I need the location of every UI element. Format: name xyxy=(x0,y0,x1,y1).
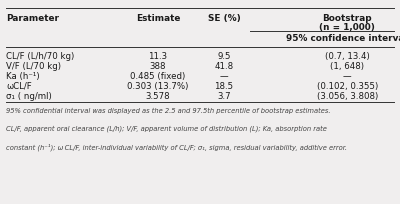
Text: CL/F (L/h/70 kg): CL/F (L/h/70 kg) xyxy=(6,52,74,61)
Text: (0.7, 13.4): (0.7, 13.4) xyxy=(325,52,370,61)
Text: V/F (L/70 kg): V/F (L/70 kg) xyxy=(6,62,61,71)
Text: (0.102, 0.355): (0.102, 0.355) xyxy=(316,82,378,91)
Text: Ka (h⁻¹): Ka (h⁻¹) xyxy=(6,72,40,81)
Text: 95% confidence interval: 95% confidence interval xyxy=(286,34,400,43)
Text: Bootstrap: Bootstrap xyxy=(322,14,372,23)
Text: 3.578: 3.578 xyxy=(146,92,170,101)
Text: 95% confidential interval was displayed as the 2.5 and 97.5th percentile of boot: 95% confidential interval was displayed … xyxy=(6,108,330,114)
Text: —: — xyxy=(220,72,228,81)
Text: Parameter: Parameter xyxy=(6,14,59,23)
Text: (1, 648): (1, 648) xyxy=(330,62,364,71)
Text: 3.7: 3.7 xyxy=(217,92,231,101)
Text: SE (%): SE (%) xyxy=(208,14,240,23)
Text: σ₁ ( ng/ml): σ₁ ( ng/ml) xyxy=(6,92,52,101)
Text: 9.5: 9.5 xyxy=(217,52,231,61)
Text: CL/F, apparent oral clearance (L/h); V/F, apparent volume of distribution (L); K: CL/F, apparent oral clearance (L/h); V/F… xyxy=(6,126,327,132)
Text: 41.8: 41.8 xyxy=(214,62,234,71)
Text: Estimate: Estimate xyxy=(136,14,180,23)
Text: (3.056, 3.808): (3.056, 3.808) xyxy=(316,92,378,101)
Text: 18.5: 18.5 xyxy=(214,82,234,91)
Text: —: — xyxy=(343,72,352,81)
Text: 11.3: 11.3 xyxy=(148,52,168,61)
Text: 0.303 (13.7%): 0.303 (13.7%) xyxy=(127,82,189,91)
Text: (n = 1,000): (n = 1,000) xyxy=(319,23,375,32)
Text: 0.485 (fixed): 0.485 (fixed) xyxy=(130,72,186,81)
Text: ωCL/F: ωCL/F xyxy=(6,82,32,91)
Text: constant (h⁻¹); ω CL/F, inter-individual variability of CL/F; σ₁, sigma, residua: constant (h⁻¹); ω CL/F, inter-individual… xyxy=(6,144,347,151)
Text: 388: 388 xyxy=(150,62,166,71)
